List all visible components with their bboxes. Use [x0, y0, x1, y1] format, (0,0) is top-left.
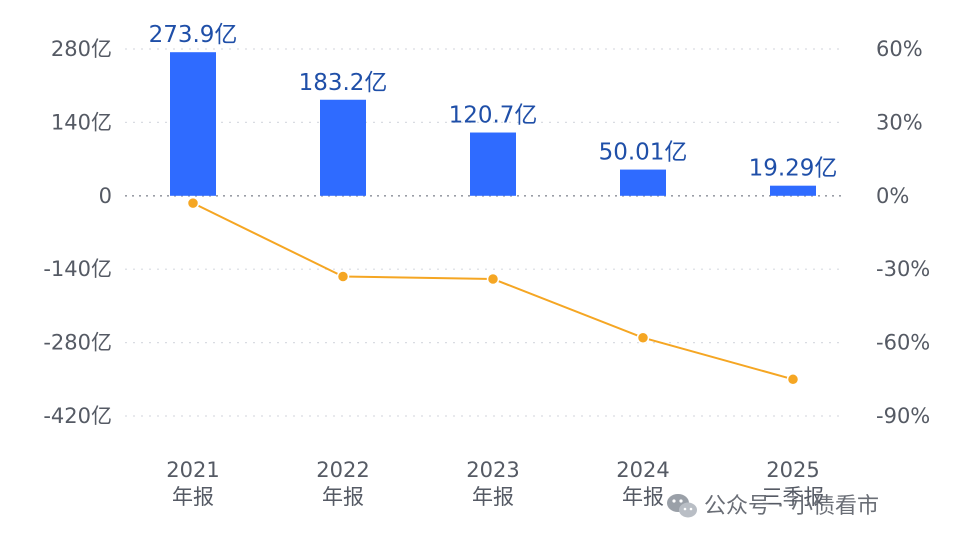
line-point [636, 331, 650, 344]
line-point [786, 373, 800, 386]
bar [770, 185, 816, 196]
right-tick-label: 60% [876, 37, 923, 61]
gridlines [125, 48, 845, 417]
wechat-icon [667, 494, 697, 518]
right-tick-label: -90% [876, 404, 930, 428]
watermark-text: 公众号 · 小债看市 [704, 494, 879, 519]
bar-value-label: 183.2亿 [299, 70, 388, 96]
line-point [486, 272, 500, 286]
left-tick-label: -140亿 [43, 257, 112, 281]
category-label-year: 2022 [316, 458, 369, 482]
category-label-period: 三季报 [762, 485, 825, 509]
bar [170, 52, 216, 196]
category-label-year: 2025 [766, 458, 819, 482]
category-label-period: 年报 [622, 485, 664, 509]
left-tick-label: 0 [99, 184, 112, 208]
left-tick-label: 280亿 [51, 37, 112, 61]
bar-series [170, 52, 816, 196]
right-axis: 60% 30% 0% -30% -60% -90% [876, 37, 930, 428]
bar [620, 169, 666, 196]
category-label-period: 年报 [322, 485, 364, 509]
right-tick-label: -30% [876, 257, 930, 281]
right-tick-label: 0% [876, 184, 909, 208]
left-tick-label: -420亿 [43, 404, 112, 428]
line-series [186, 196, 800, 386]
left-tick-label: 140亿 [51, 110, 112, 134]
bar [320, 99, 366, 196]
bar-value-label: 50.01亿 [599, 140, 688, 166]
bar-value-label: 273.9亿 [149, 22, 238, 48]
bar [470, 132, 516, 196]
watermark: 公众号 · 小债看市 [667, 494, 879, 519]
left-axis: 280亿 140亿 0 -140亿 -280亿 -420亿 [43, 37, 112, 428]
bar-value-label: 19.29亿 [749, 156, 838, 182]
bar-value-label: 120.7亿 [449, 103, 538, 129]
category-label-period: 年报 [472, 485, 514, 509]
left-tick-label: -280亿 [43, 331, 112, 355]
category-label-year: 2024 [616, 458, 669, 482]
line-path [192, 202, 794, 381]
line-point [186, 196, 200, 210]
line-point [336, 270, 350, 283]
category-label-year: 2023 [466, 458, 519, 482]
x-axis: 2021 年报 2022 年报 2023 年报 2024 年报 2025 三季报 [166, 458, 824, 509]
category-label-year: 2021 [166, 458, 219, 482]
bar-value-labels: 273.9亿 183.2亿 120.7亿 50.01亿 19.29亿 [149, 22, 838, 181]
right-tick-label: 30% [876, 110, 923, 134]
category-label-period: 年报 [172, 485, 214, 509]
right-tick-label: -60% [876, 331, 930, 355]
